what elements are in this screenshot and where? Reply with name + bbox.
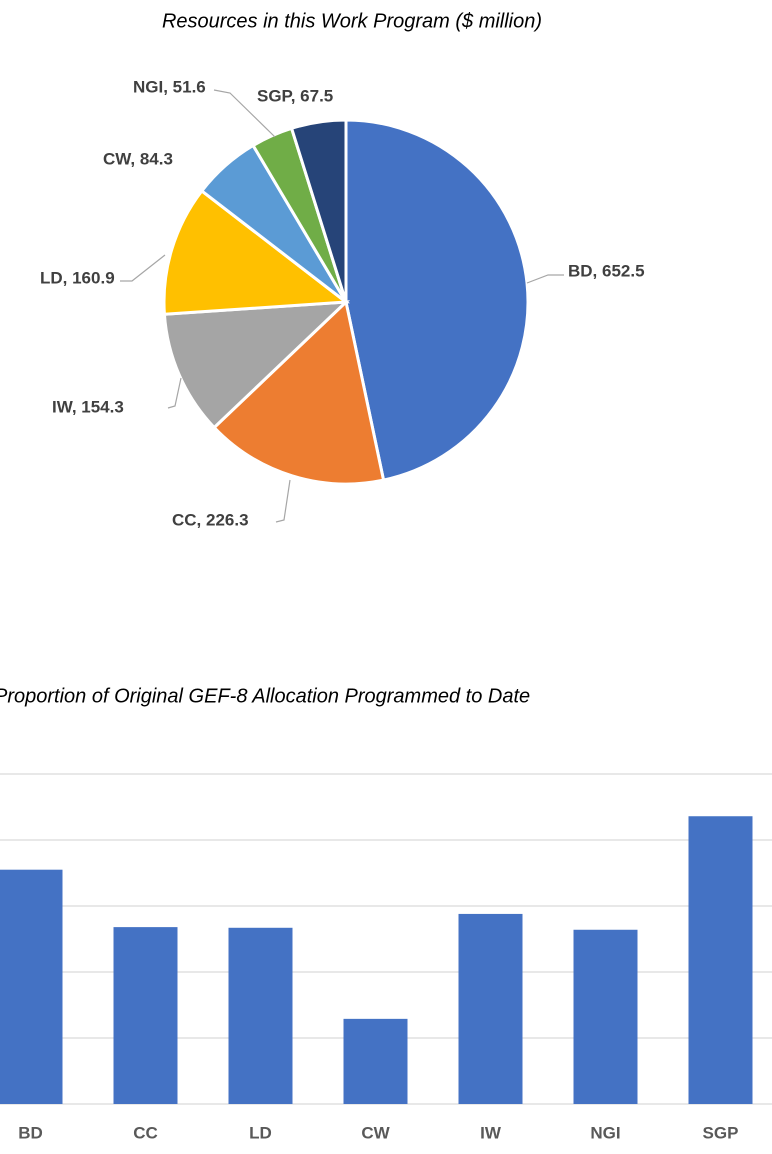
x-tick-label: IW xyxy=(480,1123,502,1142)
pie-slice xyxy=(162,300,351,430)
x-tick-label: BD xyxy=(18,1123,43,1142)
x-tick-label: CC xyxy=(133,1123,158,1142)
bar-title: Proportion of Original GEF-8 Allocation … xyxy=(0,685,530,707)
pie-slice xyxy=(212,299,386,486)
bar xyxy=(688,816,753,1104)
pie-slice xyxy=(162,188,351,316)
x-tick-label: LD xyxy=(249,1123,272,1142)
bar xyxy=(573,929,638,1104)
pie-label: CW, 84.3 xyxy=(103,149,173,168)
bar xyxy=(0,869,63,1104)
leader-line xyxy=(120,254,166,282)
x-tick-label: SGP xyxy=(703,1123,739,1142)
leader-line xyxy=(213,89,276,138)
pie-slice xyxy=(289,118,348,303)
pie-label: SGP, 67.5 xyxy=(257,86,333,105)
pie-label: NGI, 51.6 xyxy=(133,77,206,96)
bar xyxy=(343,1018,408,1104)
pie-title: Resources in this Work Program ($ millio… xyxy=(162,10,542,32)
x-tick-label: NGI xyxy=(590,1123,620,1142)
leader-line xyxy=(167,377,182,409)
bar xyxy=(458,913,523,1104)
x-tick-label: CW xyxy=(361,1123,390,1142)
bar xyxy=(113,927,178,1104)
pie-label: BD, 652.5 xyxy=(568,261,645,280)
leader-line xyxy=(275,479,291,523)
pie-slice xyxy=(344,118,530,482)
pie-label: LD, 160.9 xyxy=(40,268,115,287)
bar xyxy=(228,927,293,1104)
pie-label: IW, 154.3 xyxy=(52,397,124,416)
leader-line xyxy=(526,274,564,284)
pie-label: CC, 226.3 xyxy=(172,510,249,529)
